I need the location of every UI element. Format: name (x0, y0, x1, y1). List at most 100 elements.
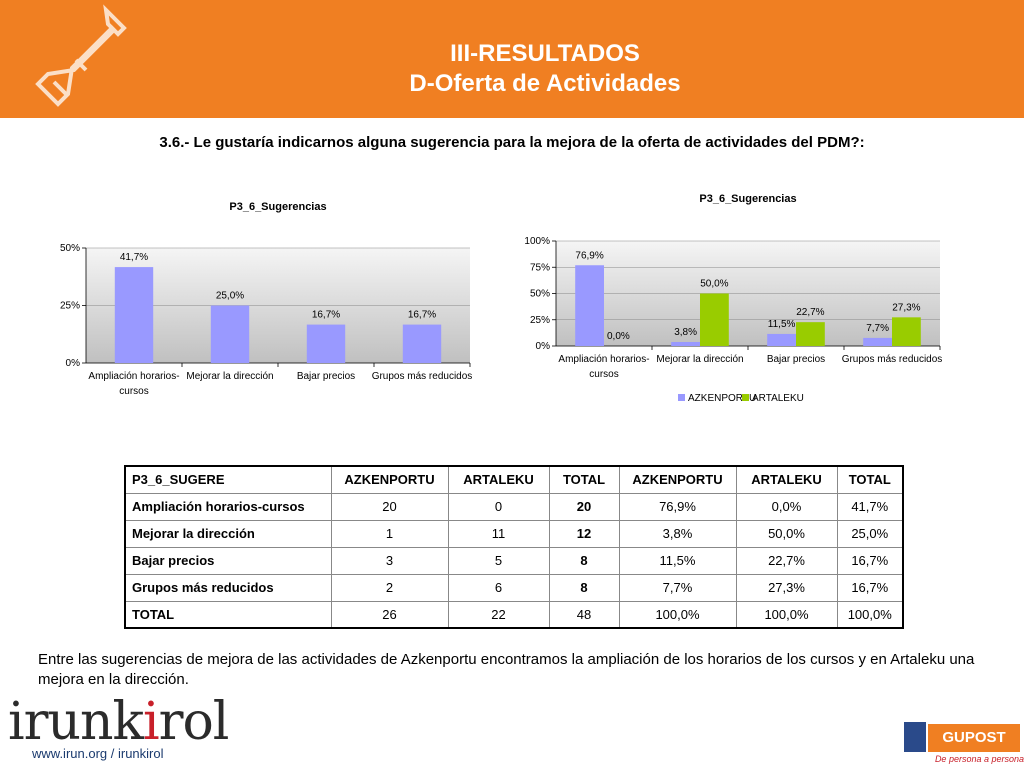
table-cell: 100,0% (735, 600, 838, 629)
bar (402, 324, 442, 363)
legend-label: ARTALEKU (752, 393, 804, 404)
table-cell: 50,0% (735, 519, 838, 548)
x-tick-label: Bajar precios (767, 354, 825, 365)
table-cell: 7,7% (618, 573, 737, 602)
table-cell: 0,0% (735, 492, 838, 521)
data-label: 0,0% (607, 331, 630, 342)
bottle-logo-icon (35, 4, 127, 107)
data-label: 16,7% (312, 310, 340, 321)
table-cell: 8 (548, 573, 620, 602)
table-cell: 100,0% (618, 600, 737, 629)
x-tick-label: Ampliación horarios- (88, 371, 179, 382)
table-header-cell: ARTALEKU (735, 465, 838, 494)
table-row: Grupos más reducidos 2 6 8 7,7% 27,3% 16… (124, 573, 904, 602)
table-cell: 48 (548, 600, 620, 629)
table-cell: 25,0% (836, 519, 904, 548)
table-cell: 26 (330, 600, 449, 629)
y-tick-label: 50% (530, 289, 550, 300)
table-cell: 3 (330, 546, 449, 575)
logo-text-start: irunk (8, 692, 144, 752)
data-label: 27,3% (892, 302, 920, 313)
logo-text-end: rol (158, 692, 230, 752)
y-tick-label: 0% (536, 341, 551, 352)
x-tick-label: cursos (589, 369, 618, 380)
y-tick-label: 25% (60, 301, 80, 312)
data-label: 16,7% (408, 310, 436, 321)
row-label: TOTAL (124, 600, 332, 629)
x-tick-label: cursos (119, 386, 148, 397)
header-banner: III-RESULTADOS D-Oferta de Actividades (0, 0, 1024, 118)
data-label: 22,7% (796, 307, 824, 318)
page-subtitle: D-Oferta de Actividades (409, 70, 681, 97)
x-tick-label: Mejorar la dirección (186, 371, 273, 382)
data-label: 3,8% (674, 327, 697, 338)
table-header-cell: AZKENPORTU (330, 465, 449, 494)
legend-swatch (678, 394, 685, 401)
data-label: 7,7% (866, 323, 889, 334)
chart-title: P3_6_Sugerencias (229, 201, 326, 213)
legend-label: AZKENPORTU (688, 393, 756, 404)
y-tick-label: 100% (524, 236, 550, 247)
table-cell: 22,7% (735, 546, 838, 575)
y-tick-label: 25% (530, 315, 550, 326)
y-tick-label: 50% (60, 243, 80, 254)
data-label: 50,0% (700, 279, 728, 290)
chart-title: P3_6_Sugerencias (699, 193, 796, 205)
row-label: Grupos más reducidos (124, 573, 332, 602)
table-header-cell: P3_6_SUGERE (124, 465, 332, 494)
data-label: 41,7% (120, 252, 148, 263)
data-label: 11,5% (768, 319, 796, 330)
question-text: 3.6.- Le gustaría indicarnos alguna suge… (159, 134, 865, 151)
results-table: P3_6_SUGERE AZKENPORTU ARTALEKU TOTAL AZ… (124, 465, 904, 629)
data-label: 25,0% (216, 291, 244, 302)
table-cell: 41,7% (836, 492, 904, 521)
table-cell: 6 (447, 573, 550, 602)
table-cell: 20 (548, 492, 620, 521)
table-row: Ampliación horarios-cursos 20 0 20 76,9%… (124, 492, 904, 521)
table-cell: 16,7% (836, 546, 904, 575)
bar (114, 267, 154, 363)
data-label: 76,9% (575, 250, 603, 261)
table-row: Bajar precios 3 5 8 11,5% 22,7% 16,7% (124, 546, 904, 575)
row-label: Bajar precios (124, 546, 332, 575)
table-cell: 100,0% (836, 600, 904, 629)
bar (863, 337, 892, 346)
table-cell: 8 (548, 546, 620, 575)
x-tick-label: Grupos más reducidos (842, 354, 943, 365)
table-cell: 1 (330, 519, 449, 548)
table-row: Mejorar la dirección 1 11 12 3,8% 50,0% … (124, 519, 904, 548)
table-cell: 12 (548, 519, 620, 548)
row-label: Ampliación horarios-cursos (124, 492, 332, 521)
table-cell: 76,9% (618, 492, 737, 521)
table-cell: 16,7% (836, 573, 904, 602)
table-header-row: P3_6_SUGERE AZKENPORTU ARTALEKU TOTAL AZ… (124, 465, 904, 494)
bar (796, 322, 825, 346)
y-tick-label: 75% (530, 262, 550, 273)
irunkirol-logo: irunkirol (8, 692, 230, 752)
bar (671, 342, 700, 346)
bar (575, 265, 604, 346)
bar (306, 324, 346, 363)
table-cell: 11 (447, 519, 550, 548)
gupost-name: GUPOST (928, 724, 1020, 752)
gupost-logo: GUPOST De persona a persona (900, 718, 1024, 768)
table-cell: 11,5% (618, 546, 737, 575)
bar (700, 293, 729, 346)
conclusion-text: Entre las sugerencias de mejora de las a… (38, 651, 975, 688)
bar (767, 333, 796, 346)
bar (210, 305, 250, 363)
total-suggestions-chart: P3_6_Sugerencias 0% 25% 50% 41,7% Ampliación … (30, 188, 480, 418)
by-center-suggestions-chart: P3_6_Sugerencias 0% 25% 50% 75% 100% 76,9% 0,0%… (520, 185, 950, 415)
table-cell: 3,8% (618, 519, 737, 548)
bar (892, 317, 921, 346)
x-tick-label: Ampliación horarios- (558, 354, 649, 365)
table-header-cell: AZKENPORTU (618, 465, 737, 494)
table-cell: 20 (330, 492, 449, 521)
logo-text-accent: i (142, 692, 160, 752)
chart-total-svg: P3_6_Sugerencias 0% 25% 50% 41,7% Ampliación … (60, 201, 472, 397)
table-header-cell: TOTAL (548, 465, 620, 494)
x-tick-label: Bajar precios (297, 371, 355, 382)
gupost-tagline: De persona a persona (934, 754, 1024, 764)
table-cell: 0 (447, 492, 550, 521)
y-tick-label: 0% (66, 358, 81, 369)
